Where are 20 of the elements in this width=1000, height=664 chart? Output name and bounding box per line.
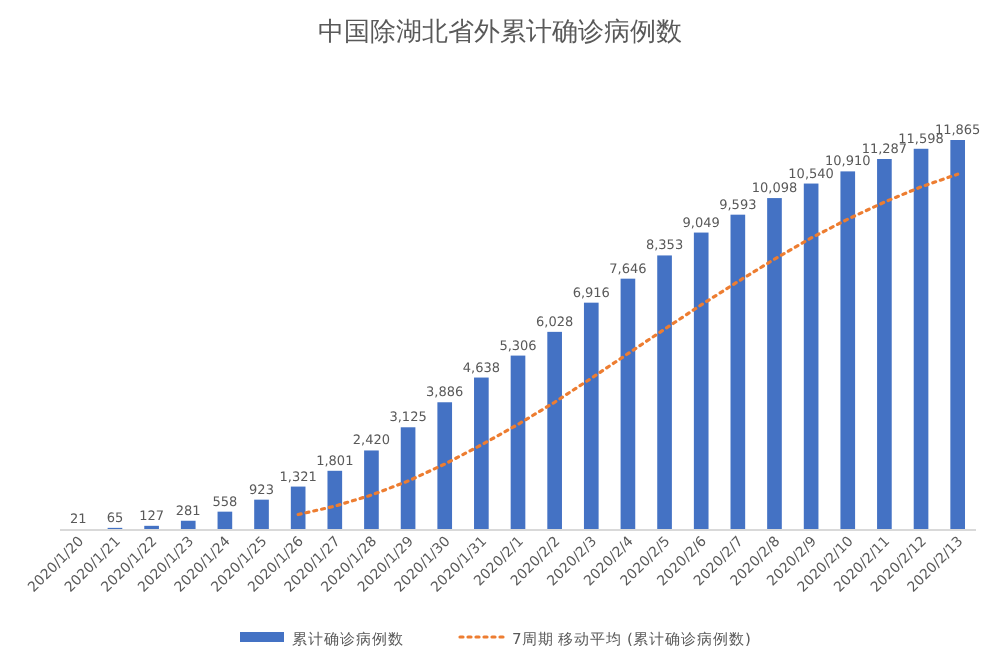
bar <box>803 183 819 530</box>
bar <box>657 255 672 530</box>
bar <box>510 355 526 530</box>
bar <box>583 302 599 530</box>
bar <box>767 198 782 530</box>
bar <box>950 140 966 530</box>
bar <box>730 214 746 530</box>
bar <box>400 427 416 530</box>
bar <box>437 402 453 530</box>
bar <box>840 171 856 530</box>
bar <box>254 499 269 530</box>
chart-title: 中国除湖北省外累计确诊病例数 <box>318 18 682 48</box>
bar <box>877 159 892 530</box>
bar <box>364 450 379 530</box>
bar <box>693 232 709 530</box>
bar <box>474 377 489 530</box>
bar <box>327 470 343 530</box>
bar <box>913 148 929 530</box>
bar <box>547 331 562 530</box>
bar <box>620 278 636 530</box>
